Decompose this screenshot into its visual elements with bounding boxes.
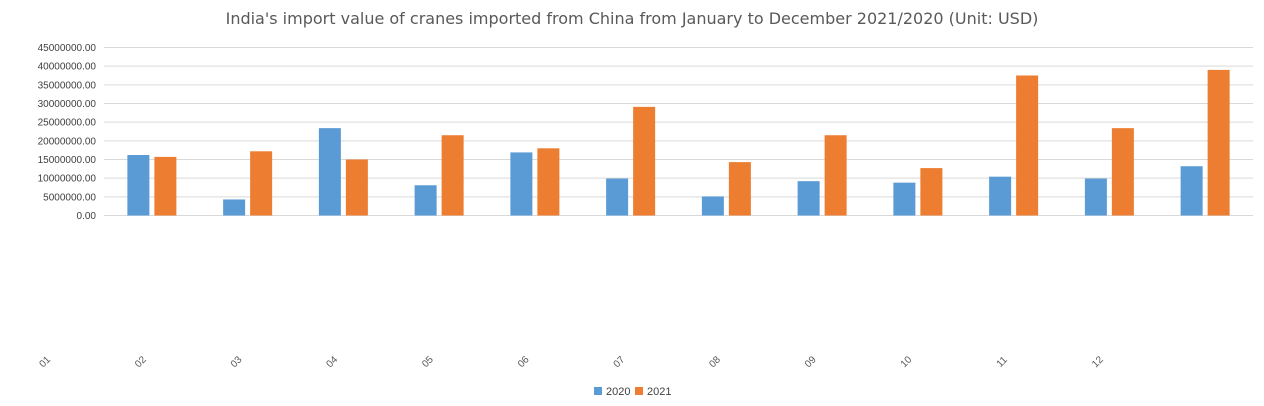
x-tick-label: 10	[899, 354, 915, 370]
x-tick-label: 06	[516, 354, 532, 370]
y-tick-label: 5000000.00	[43, 192, 96, 203]
bar-2021-12	[1207, 69, 1230, 216]
y-tick-label: 20000000.00	[38, 136, 97, 147]
y-tick-label: 25000000.00	[38, 118, 97, 129]
x-tick-label: 09	[803, 354, 819, 370]
y-tick-label: 10000000.00	[38, 174, 97, 185]
bar-2020-04	[414, 185, 437, 216]
bar-2020-11	[1084, 178, 1107, 216]
y-tick-label: 45000000.00	[38, 43, 97, 54]
bar-2021-11	[1111, 128, 1134, 216]
x-tick-label: 12	[1090, 354, 1106, 370]
bar-2021-01	[154, 156, 177, 216]
bar-2021-05	[537, 148, 560, 216]
legend-swatch-2021	[635, 387, 643, 395]
x-tick-label: 08	[707, 354, 723, 370]
bar-2021-04	[441, 135, 464, 216]
y-tick-label: 40000000.00	[38, 62, 97, 73]
legend-label-2020: 2020	[606, 386, 630, 398]
legend-swatch-2020	[594, 387, 602, 395]
bar-2020-06	[606, 178, 629, 216]
x-tick-label: 03	[229, 354, 245, 370]
legend: 2020 2021	[594, 386, 671, 398]
x-tick-label: 05	[420, 354, 436, 370]
y-tick-label: 15000000.00	[38, 155, 97, 166]
bar-2020-03	[318, 128, 341, 216]
x-tick-label: 02	[133, 354, 149, 370]
bar-2020-07	[701, 196, 724, 216]
y-tick-label: 30000000.00	[38, 99, 97, 110]
bar-2021-07	[728, 162, 751, 216]
y-tick-label: 0.00	[77, 211, 97, 222]
legend-label-2021: 2021	[647, 386, 671, 398]
y-tick-label: 35000000.00	[38, 80, 97, 91]
bars	[127, 69, 1230, 216]
bar-2020-02	[223, 199, 246, 216]
x-axis-labels: 01 02 03 04 05 06 07 08 09 10 11 12	[37, 354, 1106, 370]
bar-2020-05	[510, 152, 533, 216]
bar-2021-03	[345, 159, 368, 216]
gridlines	[104, 47, 1253, 216]
bar-2020-10	[989, 176, 1012, 216]
bar-2021-08	[824, 135, 847, 216]
bar-2021-02	[250, 151, 273, 216]
bar-2021-10	[1016, 75, 1039, 216]
x-tick-label: 04	[325, 354, 341, 370]
bar-2021-06	[633, 106, 656, 216]
chart-title: India's import value of cranes imported …	[226, 9, 1039, 28]
x-tick-label: 11	[995, 354, 1010, 369]
bar-2021-09	[920, 168, 943, 216]
bar-2020-09	[893, 182, 916, 216]
bar-2020-12	[1180, 166, 1203, 216]
bar-2020-01	[127, 155, 150, 216]
bar-2020-08	[797, 181, 820, 216]
x-tick-label: 07	[612, 354, 628, 370]
x-tick-label: 01	[37, 354, 53, 370]
y-axis-ticks: 0.00 5000000.00 10000000.00 15000000.00 2000…	[38, 43, 97, 222]
